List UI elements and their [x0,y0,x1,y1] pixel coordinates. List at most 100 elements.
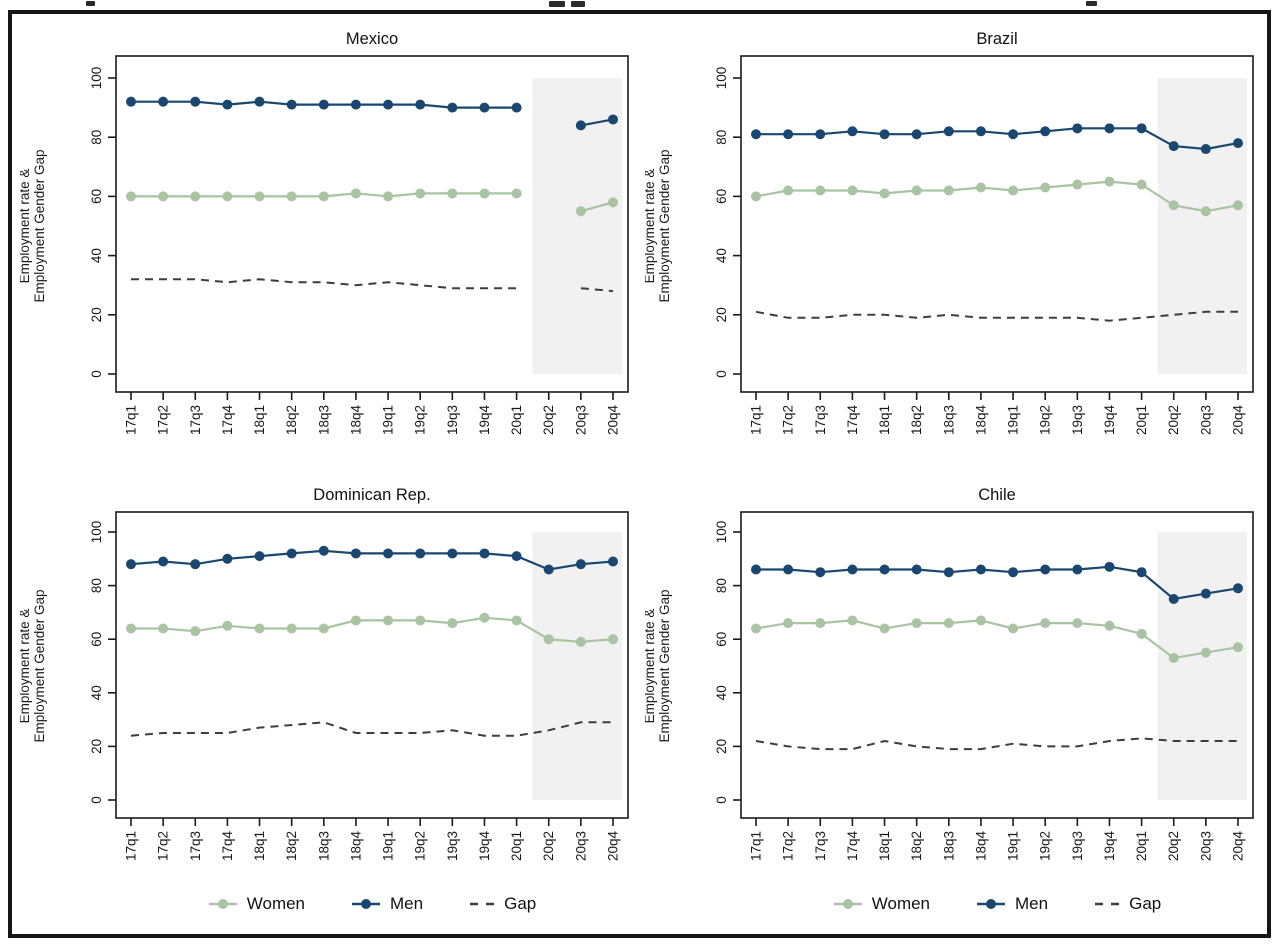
svg-text:18q4: 18q4 [348,831,363,862]
svg-text:17q1: 17q1 [749,831,764,861]
svg-text:20q3: 20q3 [1198,831,1213,861]
svg-text:18q4: 18q4 [973,831,988,862]
svg-text:20q2: 20q2 [541,831,556,861]
svg-text:19q1: 19q1 [381,831,396,861]
men-legend-marker [352,899,381,909]
svg-text:17q1: 17q1 [124,831,139,861]
svg-text:Employment rate &Employment Ge: Employment rate &Employment Gender Gap [645,149,672,302]
chart-cell-dominican-rep: Dominican Rep. 0 20 40 60 80 100 17q1 17q2 17q3 1… [20,484,642,914]
legend-label-women: Women [871,894,931,913]
svg-text:17q2: 17q2 [156,405,171,435]
svg-text:80: 80 [714,130,729,145]
svg-text:18q2: 18q2 [909,405,924,435]
svg-text:19q1: 19q1 [1006,405,1021,435]
legend-item-gap: Gap [1094,894,1161,914]
svg-text:20: 20 [89,739,104,754]
svg-text:17q4: 17q4 [845,831,860,862]
svg-text:60: 60 [714,632,729,647]
svg-text:20q1: 20q1 [509,831,524,861]
svg-text:20q2: 20q2 [1166,405,1181,435]
svg-text:18q1: 18q1 [877,405,892,435]
svg-text:20q4: 20q4 [1231,405,1246,436]
svg-text:40: 40 [714,248,729,263]
legend-label-men: Men [1015,894,1049,913]
svg-text:19q1: 19q1 [1006,831,1021,861]
legend-item-women: Women [208,894,305,914]
svg-text:19q2: 19q2 [413,831,428,861]
svg-text:0: 0 [714,796,729,804]
svg-text:0: 0 [89,796,104,804]
svg-text:17q1: 17q1 [124,405,139,435]
women-legend-marker [208,899,237,909]
svg-text:100: 100 [714,521,729,544]
svg-text:17q3: 17q3 [188,831,203,861]
svg-text:18q4: 18q4 [348,405,363,436]
svg-text:40: 40 [89,248,104,263]
svg-text:18q4: 18q4 [973,405,988,436]
svg-text:Employment rate &Employment Ge: Employment rate &Employment Gender Gap [20,149,47,302]
svg-text:17q4: 17q4 [220,405,235,436]
dominican-rep-chart: 0 20 40 60 80 100 17q1 17q2 17q3 17q4 18q1 18q2 18q3… [20,511,629,862]
svg-text:18q1: 18q1 [252,405,267,435]
svg-text:18q1: 18q1 [252,831,267,861]
svg-text:18q3: 18q3 [941,831,956,861]
svg-text:18q3: 18q3 [941,405,956,435]
legend-item-women: Women [833,894,930,914]
chart-title-brazil: Brazil [976,30,1018,48]
legend-left: Women Men Gap [116,894,628,914]
svg-text:20: 20 [714,739,729,754]
legend-label-gap: Gap [1129,894,1162,913]
svg-text:18q3: 18q3 [316,405,331,435]
svg-text:17q2: 17q2 [781,405,796,435]
svg-text:18q2: 18q2 [909,831,924,861]
svg-text:Employment rate &Employment Ge: Employment rate &Employment Gender Gap [645,589,672,742]
svg-text:19q2: 19q2 [1038,405,1053,435]
svg-text:17q4: 17q4 [220,831,235,862]
svg-text:20q4: 20q4 [606,405,621,436]
legend-label-women: Women [246,894,306,913]
cropped-caption-fragment [0,0,1280,8]
svg-text:19q1: 19q1 [381,405,396,435]
cropped-text-mark [1086,1,1097,6]
svg-text:20q2: 20q2 [1166,831,1181,861]
svg-text:60: 60 [89,189,104,204]
svg-text:19q2: 19q2 [413,405,428,435]
legend-label-men: Men [390,894,424,913]
legend-label-gap: Gap [504,894,537,913]
chart-title-mexico: Mexico [345,30,399,48]
legend-item-gap: Gap [469,894,536,914]
chart-cell-brazil: Brazil 0 20 40 60 80 100 17q1 17q2 17q3 17q4 18q1 1… [645,28,1267,458]
cropped-text-mark [549,1,565,7]
gap-legend-marker [470,902,495,906]
svg-text:17q4: 17q4 [845,405,860,436]
legend-item-men: Men [351,894,423,914]
svg-text:0: 0 [89,370,104,378]
svg-text:19q4: 19q4 [1102,405,1117,436]
svg-text:20q1: 20q1 [1134,405,1149,435]
chart-cell-chile: Chile 0 20 40 60 80 100 17q1 17q2 17q3 17q4 18q1 18… [645,484,1267,914]
svg-text:20q4: 20q4 [606,831,621,862]
cropped-text-mark [86,1,95,6]
svg-text:18q2: 18q2 [284,405,299,435]
svg-text:Employment rate &Employment Ge: Employment rate &Employment Gender Gap [20,589,47,742]
svg-text:17q3: 17q3 [813,831,828,861]
svg-text:20q3: 20q3 [573,831,588,861]
svg-text:40: 40 [89,685,104,700]
svg-text:0: 0 [714,370,729,378]
svg-text:20: 20 [89,307,104,322]
svg-text:20q3: 20q3 [1198,405,1213,435]
svg-text:17q1: 17q1 [749,405,764,435]
svg-text:20q1: 20q1 [1134,831,1149,861]
svg-text:18q1: 18q1 [877,831,892,861]
charts-grid: Mexico 0 20 40 60 80 100 17q1 17q2 17q3 17q4 18q1 1… [12,14,1267,914]
svg-text:19q3: 19q3 [445,405,460,435]
svg-text:19q4: 19q4 [1102,831,1117,862]
svg-text:19q3: 19q3 [1070,831,1085,861]
svg-text:19q3: 19q3 [445,831,460,861]
svg-text:19q4: 19q4 [477,405,492,436]
legend-item-men: Men [976,894,1048,914]
chile-chart: 0 20 40 60 80 100 17q1 17q2 17q3 17q4 18q1 18q2 18q3… [645,511,1254,862]
svg-text:80: 80 [89,578,104,593]
svg-text:60: 60 [89,632,104,647]
